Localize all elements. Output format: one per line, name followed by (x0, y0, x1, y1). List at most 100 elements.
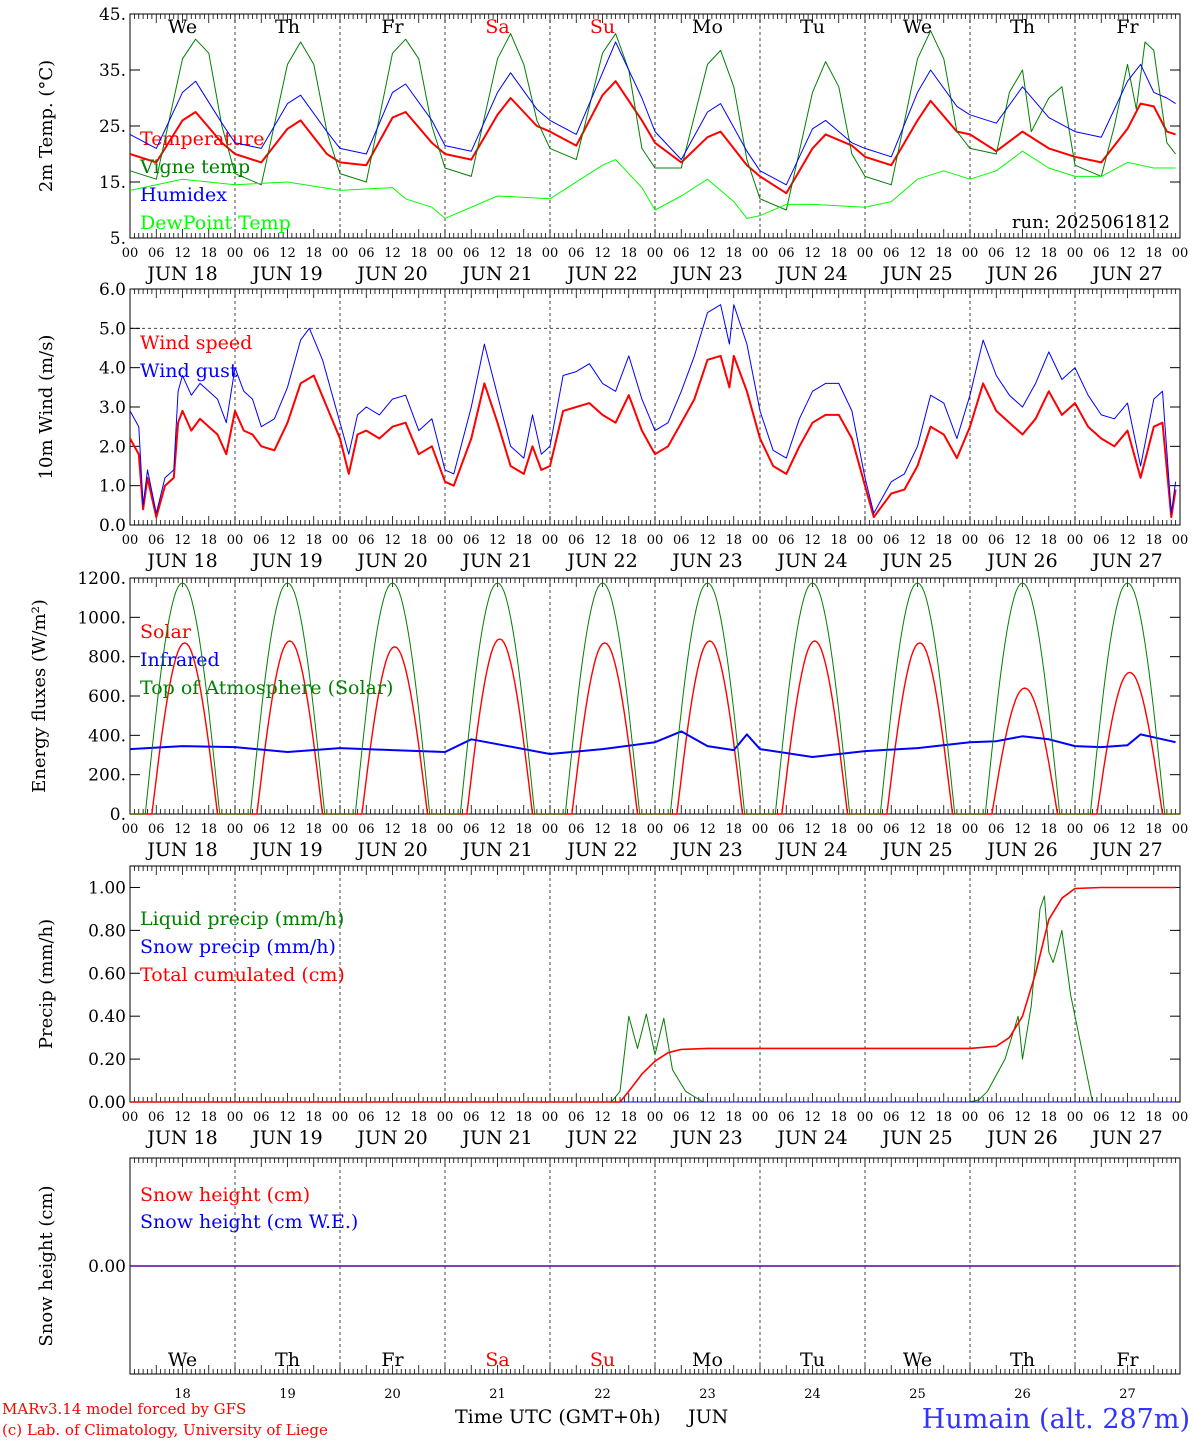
hour-tick-label: 18 (1145, 1110, 1162, 1125)
hour-tick-label: 12 (699, 533, 716, 548)
y-tick-label: 0.0 (99, 516, 126, 536)
date-label: JUN 18 (145, 263, 217, 285)
hour-tick-label: 18 (725, 1110, 742, 1125)
hour-tick-label: 12 (384, 533, 401, 548)
y-tick-label: 1.00 (88, 878, 126, 898)
hour-tick-label: 12 (1119, 1110, 1136, 1125)
hour-tick-label: 06 (673, 533, 690, 548)
weekday-label: Fr (1116, 1349, 1139, 1371)
date-label: JUN 22 (565, 263, 637, 285)
hour-tick-label: 00 (962, 1110, 979, 1125)
hour-tick-label: 00 (1067, 1110, 1084, 1125)
y-tick-label: 35. (99, 61, 126, 81)
day-number-label: 27 (1119, 1387, 1136, 1402)
panels: 5. 15. 25. 35. 45. 2m Temp. (°C) 00 06 12 18 JUN 1… (29, 5, 1188, 1402)
y-tick-label: 0.00 (88, 1257, 126, 1277)
panel-snow: 0.00 Snow height (cm) We 18 Th 19 Fr 20 Sa 21 Su 22… (36, 1157, 1181, 1402)
y-tick-label: 0.40 (88, 1007, 126, 1027)
hour-tick-label: 12 (1119, 246, 1136, 261)
date-label: JUN 19 (250, 550, 322, 572)
day-number-label: 20 (384, 1387, 401, 1402)
date-label: JUN 18 (145, 550, 217, 572)
hour-tick-label: 18 (305, 246, 322, 261)
weekday-label: We (903, 1349, 932, 1371)
station-label: Humain (alt. 287m) (922, 1404, 1190, 1435)
hour-tick-label: 12 (1014, 246, 1031, 261)
date-label: JUN 26 (985, 839, 1057, 861)
hour-tick-label: 12 (279, 533, 296, 548)
hour-tick-label: 12 (174, 246, 191, 261)
hour-tick-label: 12 (909, 533, 926, 548)
hour-tick-label: 18 (935, 1110, 952, 1125)
y-tick-label: 5.0 (99, 319, 126, 339)
hour-tick-label: 00 (962, 822, 979, 837)
hour-tick-label: 18 (1145, 533, 1162, 548)
hour-tick-label: 18 (935, 533, 952, 548)
hour-tick-label: 18 (305, 822, 322, 837)
y-axis-label: Precip (mm/h) (36, 919, 57, 1049)
hour-tick-label: 18 (200, 246, 217, 261)
legend-entry: Vigne temp (139, 156, 250, 178)
hour-tick-label: 18 (515, 246, 532, 261)
weekday-label: Tu (800, 1349, 825, 1371)
date-label: JUN 24 (775, 263, 847, 285)
x-axis-title: Time UTC (GMT+0h) (455, 1406, 661, 1428)
hour-tick-label: 00 (1067, 246, 1084, 261)
series-line (129, 730, 1176, 758)
hour-tick-label: 12 (699, 822, 716, 837)
series-line (129, 30, 1176, 211)
hour-tick-label: 00 (542, 822, 559, 837)
hour-tick-label: 12 (804, 822, 821, 837)
hour-tick-label: 06 (778, 533, 795, 548)
day-number-label: 21 (489, 1387, 506, 1402)
hour-tick-label: 00 (647, 533, 664, 548)
series-line (130, 582, 1180, 815)
date-label: JUN 20 (355, 263, 427, 285)
hour-tick-label: 00 (437, 533, 454, 548)
hour-tick-label: 12 (699, 1110, 716, 1125)
weekday-label: We (903, 16, 932, 38)
hour-tick-label: 12 (279, 1110, 296, 1125)
hour-tick-label: 00 (122, 1110, 139, 1125)
hour-tick-label: 06 (568, 246, 585, 261)
date-label: JUN 21 (460, 1127, 532, 1149)
weekday-label: We (168, 16, 197, 38)
series-line (129, 150, 1176, 219)
y-axis-label: Energy fluxes (W/m²) (29, 599, 50, 793)
y-axis-label: Snow height (cm) (36, 1185, 57, 1346)
hour-tick-label: 12 (489, 1110, 506, 1125)
weekday-label: Sa (485, 1349, 509, 1371)
day-number-label: 25 (909, 1387, 926, 1402)
legend-entry: Wind gust (140, 360, 238, 382)
panel-energy: 0. 200. 400. 600. 800. 1000. 1200. Energy fluxe… (29, 569, 1188, 861)
hour-tick-label: 18 (1145, 822, 1162, 837)
hour-tick-label: 06 (778, 822, 795, 837)
hour-tick-label: 00 (542, 1110, 559, 1125)
hour-tick-label: 12 (594, 1110, 611, 1125)
hour-tick-label: 06 (253, 533, 270, 548)
weekday-label: We (168, 1349, 197, 1371)
weekday-label: Th (275, 16, 300, 38)
hour-tick-label: 06 (1093, 533, 1110, 548)
hour-tick-label: 12 (489, 822, 506, 837)
panel-precip: 0.00 0.20 0.40 0.60 0.80 1.00 Precip (mm/h) 00 0… (36, 865, 1188, 1149)
hour-tick-label: 12 (594, 246, 611, 261)
y-tick-label: 0.60 (88, 964, 126, 984)
hour-tick-label: 00 (857, 533, 874, 548)
y-axis-label: 10m Wind (m/s) (36, 335, 57, 480)
hour-tick-label: 18 (620, 246, 637, 261)
hour-tick-label: 00 (437, 1110, 454, 1125)
date-label: JUN 22 (565, 550, 637, 572)
date-label: JUN 27 (1090, 1127, 1162, 1149)
hour-tick-label: 00 (752, 533, 769, 548)
hour-tick-label: 12 (489, 533, 506, 548)
hour-tick-label: 06 (463, 822, 480, 837)
hour-tick-label: 12 (174, 533, 191, 548)
legend-entry: Temperature (140, 128, 264, 150)
hour-tick-label: 06 (673, 822, 690, 837)
hour-tick-label: 06 (568, 1110, 585, 1125)
hour-tick-label: 12 (1119, 533, 1136, 548)
hour-tick-label: 00 (437, 822, 454, 837)
month-label: JUN (686, 1406, 728, 1428)
hour-tick-label: 06 (673, 246, 690, 261)
